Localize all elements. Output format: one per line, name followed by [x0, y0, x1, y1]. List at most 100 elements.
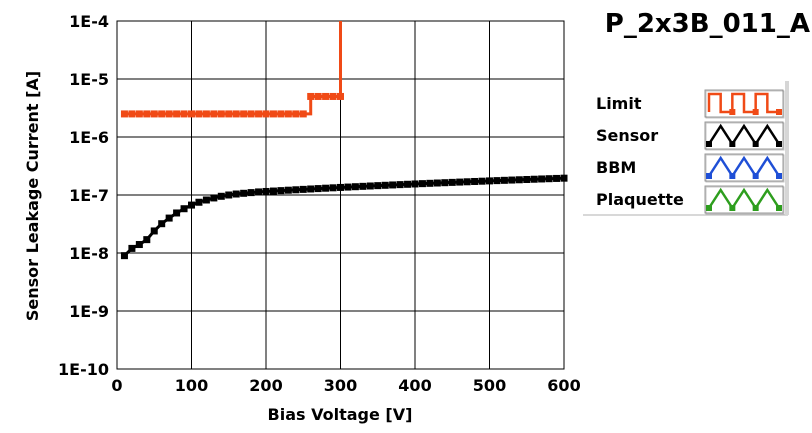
data-point	[463, 178, 471, 186]
legend-item-plaquette: Plaquette	[596, 185, 785, 215]
x-tick-label: 500	[473, 376, 506, 395]
data-point	[337, 92, 344, 100]
y-axis-ticks: 1E-4 1E-5 1E-6 1E-7 1E-8 1E-9 1E-10	[58, 12, 109, 379]
data-point	[314, 185, 322, 193]
data-point	[307, 92, 315, 100]
data-point	[188, 201, 195, 209]
data-point	[396, 181, 404, 189]
data-point	[165, 110, 173, 118]
data-point	[158, 110, 166, 118]
data-point	[508, 176, 516, 184]
legend: Limit Sensor BBM Plaquette	[583, 81, 789, 216]
data-point	[195, 198, 203, 206]
data-point	[329, 184, 337, 192]
data-point	[180, 205, 188, 213]
y-tick-label: 1E-8	[69, 244, 109, 263]
data-point	[314, 92, 322, 100]
y-tick-label: 1E-9	[69, 302, 109, 321]
data-point	[486, 177, 493, 185]
data-point	[478, 177, 486, 185]
data-point	[202, 196, 210, 204]
data-point	[411, 180, 419, 188]
data-point	[389, 181, 397, 189]
data-point	[173, 209, 181, 217]
series-limit	[120, 21, 344, 118]
data-point	[299, 185, 307, 193]
legend-label: Plaquette	[596, 190, 684, 209]
x-axis-label: Bias Voltage [V]	[268, 405, 413, 424]
data-point	[255, 110, 263, 118]
data-point	[120, 110, 128, 118]
data-point	[441, 179, 449, 187]
data-point	[240, 110, 248, 118]
y-axis-label: Sensor Leakage Current [A]	[23, 71, 42, 321]
data-point	[433, 179, 441, 187]
data-point	[292, 110, 300, 118]
data-point	[225, 110, 233, 118]
y-tick-label: 1E-4	[69, 12, 109, 31]
legend-label: BBM	[596, 158, 636, 177]
data-point	[269, 110, 277, 118]
data-point	[202, 110, 210, 118]
data-point	[210, 194, 218, 202]
data-point	[180, 110, 188, 118]
data-point	[188, 110, 195, 118]
data-point	[217, 192, 225, 200]
data-point	[292, 186, 300, 194]
data-point	[351, 183, 359, 191]
data-point	[560, 174, 568, 182]
series-sensor	[120, 174, 568, 260]
data-point	[366, 182, 374, 190]
data-point	[269, 187, 277, 195]
y-tick-label: 1E-7	[69, 186, 109, 205]
data-point	[165, 214, 173, 222]
data-point	[158, 220, 166, 228]
data-point	[471, 177, 479, 185]
data-point	[523, 176, 531, 184]
data-point	[128, 244, 136, 252]
data-point	[374, 182, 382, 190]
data-point	[329, 92, 337, 100]
data-point	[284, 110, 292, 118]
legend-label: Limit	[596, 94, 642, 113]
data-point	[143, 236, 151, 244]
y-tick-label: 1E-10	[58, 360, 109, 379]
data-point	[418, 180, 426, 188]
data-point	[173, 110, 181, 118]
data-point	[426, 179, 434, 187]
data-point	[232, 110, 240, 118]
x-tick-label: 100	[175, 376, 208, 395]
data-point	[150, 110, 158, 118]
data-point	[143, 110, 151, 118]
x-tick-label: 0	[111, 376, 122, 395]
data-point	[322, 184, 330, 192]
x-tick-label: 300	[324, 376, 357, 395]
data-point	[255, 188, 263, 196]
data-point	[150, 227, 158, 235]
x-axis-ticks: 0 100 200 300 400 500 600	[111, 376, 580, 395]
data-point	[225, 191, 233, 199]
data-point	[232, 190, 240, 198]
data-point	[135, 241, 143, 249]
data-point	[217, 110, 225, 118]
legend-item-sensor: Sensor	[596, 121, 785, 151]
data-point	[530, 175, 538, 183]
data-point	[337, 183, 344, 191]
data-point	[553, 174, 561, 182]
x-tick-label: 200	[249, 376, 282, 395]
x-tick-label: 600	[547, 376, 580, 395]
series-layer	[120, 21, 568, 260]
y-tick-label: 1E-5	[69, 70, 109, 89]
data-point	[344, 183, 352, 191]
data-point	[322, 92, 330, 100]
data-point	[210, 110, 218, 118]
data-point	[247, 110, 255, 118]
data-point	[545, 175, 553, 183]
data-point	[538, 175, 546, 183]
data-point	[493, 177, 501, 185]
data-point	[381, 181, 389, 189]
chart-title: P_2x3B_011_A	[605, 9, 810, 39]
data-point	[120, 252, 128, 260]
y-tick-label: 1E-6	[69, 128, 109, 147]
